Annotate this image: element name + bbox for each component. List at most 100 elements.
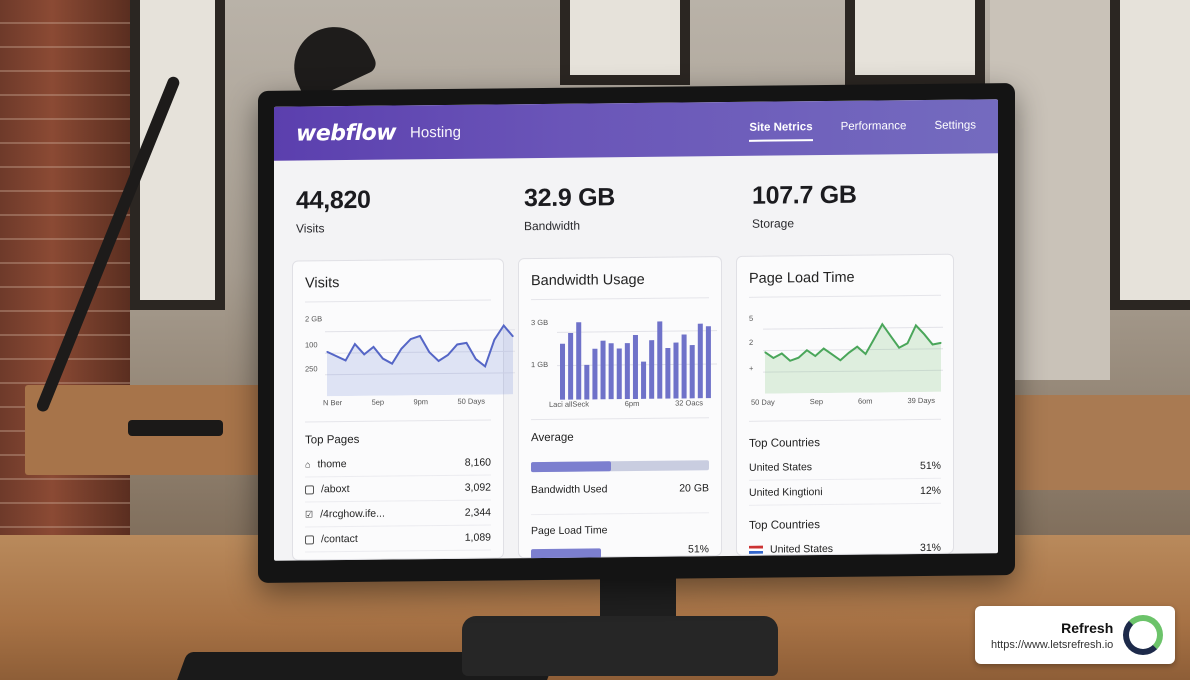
window-right [1110, 0, 1190, 310]
page-load-chart: 5 2 + [749, 300, 943, 412]
check-icon: ☑ [305, 508, 314, 519]
visits-card: Visits 2 GB 100 250 N Ber 5ep 9pm 50 Day… [292, 258, 515, 561]
data-point [391, 363, 393, 365]
data-point [923, 333, 925, 335]
data-point [806, 349, 808, 351]
series-line [764, 322, 942, 362]
list-item[interactable]: United States 51% [749, 453, 941, 481]
bar [624, 343, 630, 400]
list-item[interactable]: /contact 1,089 [305, 525, 491, 553]
data-point [848, 352, 850, 354]
data-point [354, 343, 356, 345]
list-item[interactable]: United Kingtioni 12% [749, 478, 941, 506]
data-point [372, 346, 375, 348]
data-point [475, 358, 477, 360]
list-item[interactable]: ⌂ thome 8,160 [305, 450, 491, 478]
list-item[interactable]: ☑ /4rcghow.ife... 2,344 [305, 500, 491, 528]
page-load-area-chart [763, 322, 943, 394]
data-point [493, 339, 495, 341]
grid-line [325, 350, 515, 354]
data-point [890, 335, 892, 337]
data-point [512, 335, 514, 338]
average-progress [531, 460, 709, 473]
data-point [831, 353, 833, 355]
monitor: webflow Hosting Site Netrics Performance… [258, 83, 1015, 583]
bandwidth-bar-chart [557, 321, 717, 400]
product-name: Hosting [410, 123, 461, 141]
data-point [503, 324, 505, 327]
badge-name: Refresh [1061, 619, 1114, 636]
card-title: Bandwidth Usage [531, 267, 709, 301]
value: 51% [687, 543, 709, 556]
bar [608, 343, 614, 400]
bar [560, 343, 566, 400]
bar [600, 340, 606, 400]
bar [592, 348, 598, 400]
data-point [484, 365, 486, 367]
data-point [906, 342, 909, 344]
list-item[interactable]: United States 31% [749, 536, 941, 561]
page-count: 1,089 [464, 531, 491, 544]
y-tick: 1 GB [531, 359, 549, 370]
page-path: /contact [321, 532, 358, 546]
badge-text: Refresh https://www.letsrefresh.io [991, 620, 1123, 651]
page-icon [305, 484, 314, 494]
list-item[interactable]: /aboxt 3,092 [305, 475, 491, 503]
data-point [772, 357, 774, 359]
bar [584, 364, 590, 400]
grid-line [763, 369, 943, 373]
page-path: thome [317, 458, 347, 471]
kpi-visits: 44,820 Visits [296, 184, 524, 252]
bar [705, 326, 711, 399]
home-icon: ⌂ [305, 459, 311, 470]
page-load-progress [531, 548, 601, 560]
top-countries-title: Top Countries [749, 418, 941, 456]
us-flag-icon [749, 545, 763, 554]
bar [689, 345, 695, 399]
tab-site-metrics[interactable]: Site Netrics [749, 115, 813, 142]
data-point [438, 360, 440, 362]
desk-background-right [1000, 395, 1190, 490]
bar [681, 334, 687, 399]
data-point [881, 323, 883, 325]
data-point [864, 353, 867, 355]
series-area [765, 324, 941, 394]
page-count: 2,344 [464, 506, 491, 519]
data-point [410, 338, 412, 340]
tab-performance[interactable]: Performance [840, 120, 907, 133]
data-point [326, 351, 328, 353]
refresh-badge[interactable]: Refresh https://www.letsrefresh.io [975, 606, 1175, 664]
bar [568, 332, 574, 400]
page-path: /aboxt [321, 483, 350, 496]
country-value: 12% [919, 484, 941, 498]
desk-lamp-base [128, 420, 223, 436]
window-center-right [845, 0, 985, 85]
bar [576, 322, 582, 400]
label: Bandwidth Used [531, 483, 608, 497]
grid-line [763, 326, 943, 330]
bar [697, 323, 703, 399]
tab-settings[interactable]: Settings [934, 119, 976, 132]
bar [673, 342, 679, 399]
kpi-value: 32.9 GB [524, 183, 616, 213]
nav-tabs: Site Netrics Performance Settings [749, 113, 976, 142]
refresh-logo-icon [1123, 615, 1163, 655]
average-progress-fill [531, 461, 612, 473]
data-point [400, 348, 403, 350]
y-tick: + [749, 363, 754, 373]
page-count: 8,160 [464, 456, 491, 469]
y-tick: 5 [749, 313, 754, 323]
data-point [428, 351, 430, 353]
bar [616, 348, 622, 400]
webflow-logo[interactable]: webflow [296, 120, 397, 147]
top-pages-title: Top Pages [305, 419, 491, 453]
bandwidth-used-row: Bandwidth Used 20 GB [531, 478, 709, 500]
page-count: 3,092 [464, 481, 491, 494]
bandwidth-card: Bandwidth Usage 3 GB 1 GB Laci allSeck 6… [518, 256, 722, 560]
grid-line [325, 372, 515, 376]
card-title: Visits [305, 269, 491, 303]
page-load-progress-fill [531, 548, 601, 560]
y-tick: 3 GB [531, 317, 549, 328]
y-tick: 2 [749, 337, 754, 347]
bar [632, 334, 638, 400]
